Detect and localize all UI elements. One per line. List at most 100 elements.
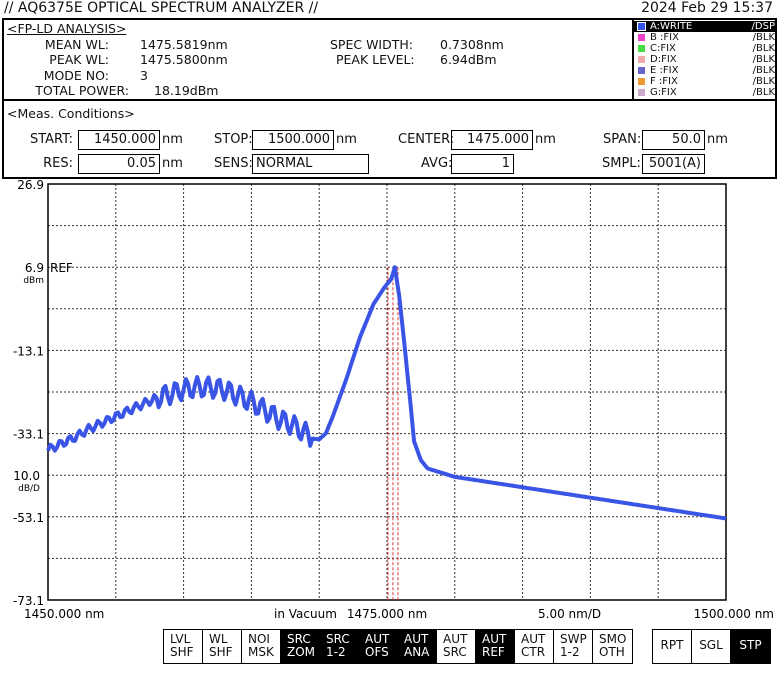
softkey-line1: AUT: [404, 632, 429, 646]
total-power-value: 18.19dBm: [154, 83, 219, 98]
softkey-lvl-shf[interactable]: LVL SHF: [164, 630, 203, 663]
softkey-line2: SHF: [209, 645, 233, 659]
mean-wl-value: 1475.5819nm: [140, 37, 228, 52]
scale-unit: dB/D: [18, 484, 40, 494]
softkey-line1: AUT: [365, 632, 390, 646]
trace-color-swatch: [637, 22, 646, 31]
trace-name: E :FIX: [650, 65, 679, 76]
softkey-line2: MSK: [248, 645, 274, 659]
softkey-line2: 1-2: [326, 645, 346, 659]
y-tick-label: -13.1: [13, 344, 44, 358]
ref-unit: dBm: [23, 276, 44, 286]
spectrum-trace: [46, 265, 727, 521]
y-tick-label: 26.9: [17, 180, 44, 192]
softkey-line2: SHF: [170, 645, 194, 659]
trace-list: A:WRITE/DSP B :FIX/BLK C:FIX/BLK D:FIX/BLK E…: [632, 20, 777, 101]
trace-item[interactable]: D:FIX/BLK: [634, 54, 777, 65]
softkey-smo-oth[interactable]: SMO OTH: [593, 630, 632, 663]
sweep-key-stp[interactable]: STP: [731, 630, 770, 663]
start-unit: nm: [162, 132, 183, 147]
trace-name: A:WRITE: [650, 21, 693, 32]
spec-width-value: 0.7308nm: [440, 37, 504, 52]
medium-label: in Vacuum: [274, 607, 337, 621]
peak-level-value: 6.94dBm: [440, 52, 497, 67]
trace-mode: /DSP: [751, 21, 775, 32]
start-field[interactable]: 1450.000: [78, 130, 160, 150]
plot-frame: [47, 183, 727, 601]
trace-color-swatch: [638, 89, 645, 96]
softkey-line1: SMO: [599, 632, 627, 646]
softkey-line1: SRC: [326, 632, 350, 646]
softkey-aut-ana[interactable]: AUT ANA: [398, 630, 437, 663]
softkey-line1: LVL: [170, 632, 191, 646]
softkey-src-1-2[interactable]: SRC 1-2: [320, 630, 359, 663]
softkey-aut-ref[interactable]: AUT REF: [476, 630, 515, 663]
trace-item[interactable]: F :FIX/BLK: [634, 76, 777, 87]
softkey-line2: REF: [482, 645, 505, 659]
scale-label: 10.0: [13, 469, 40, 483]
softkey-wl-shf[interactable]: WL SHF: [203, 630, 242, 663]
peak-wl-label: PEAK WL:: [49, 52, 109, 67]
span-field[interactable]: 50.0: [642, 130, 705, 150]
app-title: // AQ6375E OPTICAL SPECTRUM ANALYZER //: [4, 0, 319, 16]
stop-unit: nm: [336, 132, 357, 147]
softkey-aut-ofs[interactable]: AUT OFS: [359, 630, 398, 663]
res-unit: nm: [162, 156, 183, 171]
trace-color-swatch: [638, 78, 645, 85]
smpl-field[interactable]: 5001(A): [642, 154, 705, 174]
spec-width-label: SPEC WIDTH:: [330, 37, 413, 52]
trace-mode: /BLK: [752, 87, 775, 98]
x-div-label: 5.00 nm/D: [538, 607, 601, 621]
sweep-key-rpt[interactable]: RPT: [653, 630, 692, 663]
softkey-line2: 1-2: [560, 645, 580, 659]
softkey-bar: LVL SHF WL SHF NOI MSK SRC ZOM SRC 1-2 AUT OFS AUT AN…: [163, 629, 633, 664]
softkey-noi-msk[interactable]: NOI MSK: [242, 630, 281, 663]
softkey-line1: NOI: [248, 632, 270, 646]
trace-item[interactable]: G:FIX/BLK: [634, 87, 777, 98]
y-tick-label: -33.1: [13, 428, 44, 442]
sens-label: SENS:: [214, 156, 253, 171]
trace-name: D:FIX: [650, 54, 677, 65]
stop-field[interactable]: 1500.000: [252, 130, 334, 150]
res-field[interactable]: 0.05: [78, 154, 160, 174]
datetime: 2024 Feb 29 15:37: [641, 0, 773, 16]
trace-mode: /BLK: [752, 54, 775, 65]
trace-color-swatch: [638, 67, 645, 74]
softkey-line1: SRC: [287, 632, 311, 646]
stop-label: STOP:: [214, 132, 253, 147]
sweep-key-bar: RPT SGL STP: [652, 629, 771, 664]
softkey-line1: SWP: [560, 632, 587, 646]
trace-name: B :FIX: [650, 32, 679, 43]
span-label: SPAN:: [603, 132, 642, 147]
avg-field[interactable]: 1: [451, 154, 514, 174]
mode-no-label: MODE NO:: [43, 68, 109, 83]
softkey-line2: CTR: [521, 645, 546, 659]
trace-item[interactable]: A:WRITE/DSP: [634, 21, 777, 32]
trace-color-swatch: [638, 45, 645, 52]
softkey-line2: ANA: [404, 645, 430, 659]
x-start-label: 1450.000 nm: [24, 607, 104, 621]
softkey-line1: WL: [209, 632, 228, 646]
sweep-key-sgl[interactable]: SGL: [692, 630, 731, 663]
trace-item[interactable]: B :FIX/BLK: [634, 32, 777, 43]
softkey-aut-src[interactable]: AUT SRC: [437, 630, 476, 663]
spectrum-chart[interactable]: 26.9 6.9 -13.1 -33.1 -53.1 -73.1 REF dBm 10.0dB/…: [0, 180, 779, 625]
softkey-line2: SRC: [443, 645, 467, 659]
center-unit: nm: [535, 132, 556, 147]
analysis-panel: <FP-LD ANALYSIS> MEAN WL: 1475.5819nm PE…: [2, 18, 777, 101]
softkey-aut-ctr[interactable]: AUT CTR: [515, 630, 554, 663]
meas-conditions-panel: <Meas. Conditions> START: 1450.000 nm RE…: [2, 100, 777, 179]
softkey-src-zom[interactable]: SRC ZOM: [281, 630, 320, 663]
trace-color-swatch: [638, 56, 645, 63]
trace-item[interactable]: E :FIX/BLK: [634, 65, 777, 76]
analysis-heading: <FP-LD ANALYSIS>: [7, 21, 127, 36]
peak-wl-value: 1475.5800nm: [140, 52, 228, 67]
trace-item[interactable]: C:FIX/BLK: [634, 43, 777, 54]
center-label: CENTER:: [398, 132, 455, 147]
softkey-swp-1-2[interactable]: SWP 1-2: [554, 630, 593, 663]
center-field[interactable]: 1475.000: [451, 130, 533, 150]
softkey-line1: AUT: [443, 632, 468, 646]
smpl-label: SMPL:: [602, 156, 641, 171]
sens-field[interactable]: NORMAL: [252, 154, 369, 174]
softkey-line2: OTH: [599, 645, 625, 659]
